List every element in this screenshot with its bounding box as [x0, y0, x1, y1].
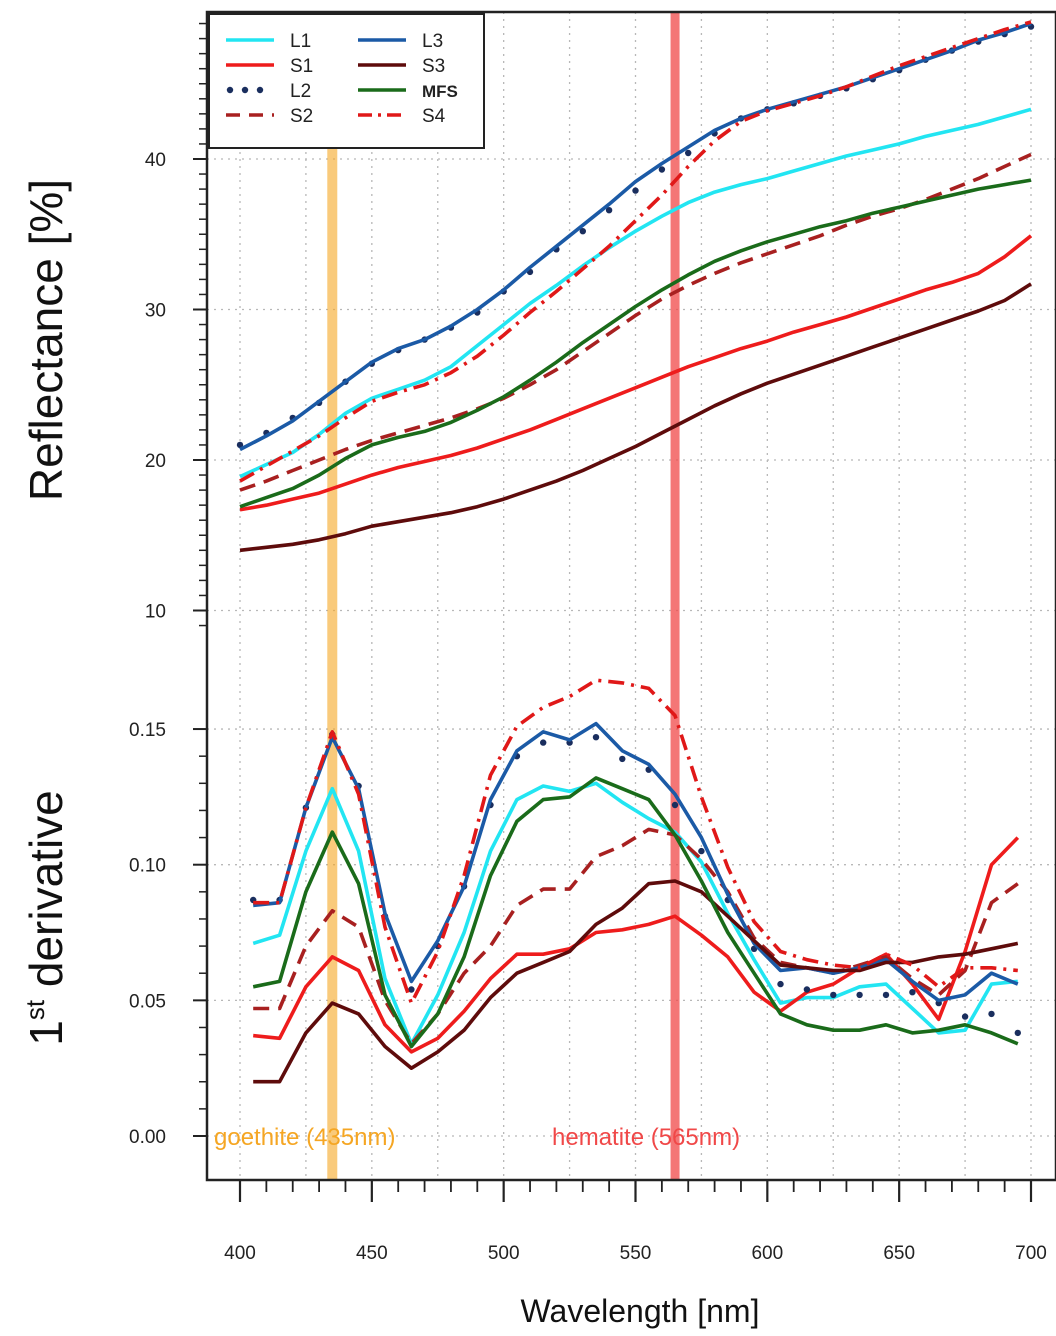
data-point-l2: [236, 441, 244, 449]
y-tick-label: 40: [145, 150, 166, 171]
reflectance-series-line-s1: [239, 234, 1033, 512]
y-axis-title-bottom-number: 1: [20, 1020, 72, 1046]
legend-marker-l2: [226, 86, 234, 94]
data-point-l2: [632, 187, 639, 194]
legend-box: [208, 13, 485, 149]
series-lines: [236, 20, 1035, 1084]
data-point-l2: [988, 1010, 995, 1018]
data-point-l2: [909, 989, 916, 996]
axes: 400 450 500 550 600 650 700 10 20 30 40 0.00 0.05 0.1…: [129, 10, 1056, 1264]
wavelength-bands: [327, 12, 680, 1180]
y-tick-label: 30: [145, 301, 166, 322]
legend-label-l3: L3: [422, 31, 443, 52]
x-tick-label: 650: [883, 1243, 915, 1264]
goethite-annotation: goethite (435nm): [214, 1124, 395, 1151]
y-axis-title-bottom-text: derivative: [20, 790, 72, 1000]
data-point-l2: [1014, 1029, 1021, 1037]
hematite-band: [670, 12, 680, 1180]
legend-marker-l2: [241, 86, 249, 94]
y-tick-label: 0.00: [129, 1127, 166, 1148]
data-point-l2: [961, 1013, 969, 1020]
y-axis-title-bottom: 1st derivative: [20, 790, 72, 1045]
data-point-l2: [408, 986, 415, 993]
derivative-series-line-s2: [253, 827, 1019, 1046]
data-point-l2: [777, 980, 784, 988]
legend-label-s2: S2: [290, 106, 313, 127]
data-point-l2: [698, 847, 705, 855]
data-point-l2: [658, 166, 666, 173]
derivative-series-line-l1: [252, 781, 1018, 1046]
goethite-band: [327, 12, 338, 1180]
data-point-l2: [830, 991, 837, 999]
reflectance-series-line-s3: [239, 282, 1032, 553]
y-axis-title-bottom-superscript: st: [20, 999, 50, 1020]
reflectance-series-line-l1: [239, 107, 1032, 479]
legend-label-s4: S4: [422, 106, 446, 127]
x-tick-label: 400: [224, 1243, 256, 1264]
data-point-l2: [540, 739, 547, 746]
data-point-l2: [671, 801, 679, 809]
y-tick-label: 10: [145, 602, 166, 623]
data-point-l2: [882, 991, 890, 999]
y-tick-label: 0.15: [129, 720, 166, 741]
x-axis-title: Wavelength [nm]: [521, 1293, 760, 1329]
legend-label-s1: S1: [290, 56, 313, 77]
data-point-l2: [592, 734, 600, 741]
legend-marker-l2: [256, 86, 264, 94]
x-tick-label: 450: [356, 1243, 388, 1264]
band-annotations: goethite (435nm) hematite (565nm): [214, 1124, 740, 1151]
x-tick-label: 550: [620, 1243, 652, 1264]
legend-label-l2: L2: [290, 81, 311, 102]
derivative-series-line-s3: [253, 879, 1019, 1084]
legend: L1 S1 L2 S2 L3 S3 MFS S4: [208, 13, 485, 149]
legend-label-mfs: MFS: [422, 82, 458, 101]
data-point-l2: [605, 207, 613, 214]
derivative-series-line-mfs: [252, 776, 1019, 1049]
legend-label-l1: L1: [290, 31, 311, 52]
data-point-l2: [579, 228, 586, 235]
y-tick-label: 20: [145, 451, 166, 472]
x-tick-label: 500: [488, 1243, 520, 1264]
reflectance-series-line-s4: [239, 20, 1032, 483]
data-point-l2: [619, 755, 626, 763]
data-point-l2: [856, 991, 863, 999]
legend-label-s3: S3: [422, 56, 445, 77]
x-tick-label: 600: [751, 1243, 783, 1264]
data-point-l2: [803, 986, 811, 993]
y-tick-label: 0.10: [129, 856, 166, 877]
y-tick-label: 0.05: [129, 991, 166, 1012]
reflectance-series-line-mfs: [239, 178, 1032, 509]
data-point-l2: [685, 149, 692, 157]
x-tick-label: 700: [1015, 1243, 1047, 1264]
y-axis-title-top: Reflectance [%]: [20, 179, 72, 501]
hematite-annotation: hematite (565nm): [552, 1124, 740, 1151]
reflectance-series-line-s2: [239, 152, 1032, 492]
reflectance-series-line-l3: [239, 21, 1032, 452]
